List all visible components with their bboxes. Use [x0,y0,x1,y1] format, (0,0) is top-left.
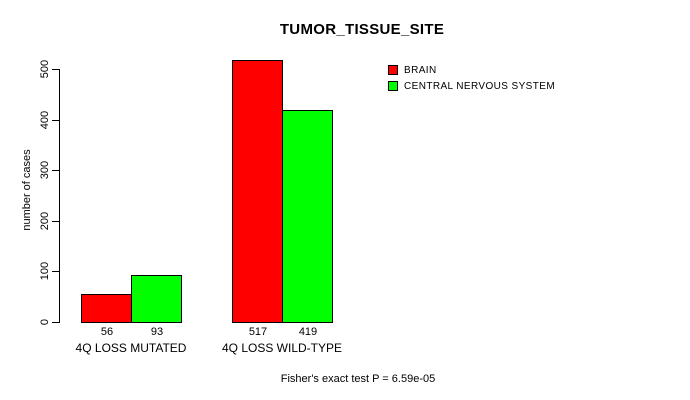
x-category-label: 4Q LOSS MUTATED [75,341,187,355]
bar-value-label: 517 [248,326,268,338]
bar-value-label: 93 [150,326,164,338]
bar-value-label: 56 [100,326,114,338]
y-tick [52,271,59,272]
legend-label: BRAIN [404,64,437,76]
y-tick [52,69,59,70]
bar-central-nervous-system [282,110,333,323]
y-tick [52,170,59,171]
legend-label: CENTRAL NERVOUS SYSTEM [404,80,556,92]
bar-brain [81,294,132,323]
x-category-label: 4Q LOSS WILD-TYPE [221,341,343,355]
legend-item: CENTRAL NERVOUS SYSTEM [388,78,555,94]
y-tick-label: 400 [39,110,51,130]
bar-value-label: 419 [298,326,318,338]
bar-brain [232,60,283,323]
y-tick-label: 0 [39,318,51,326]
y-tick [52,120,59,121]
legend-swatch-icon [388,65,398,75]
legend: BRAIN CENTRAL NERVOUS SYSTEM [388,62,555,94]
y-tick [52,322,59,323]
footer-caption: Fisher's exact test P = 6.59e-05 [280,373,436,385]
y-tick-label: 500 [39,59,51,79]
y-axis-line [59,69,60,323]
bar-central-nervous-system [131,275,182,323]
y-tick-label: 200 [39,211,51,231]
legend-item: BRAIN [388,62,555,78]
y-tick [52,221,59,222]
legend-swatch-icon [388,81,398,91]
y-tick-label: 100 [39,261,51,281]
y-axis-label: number of cases [21,149,33,231]
y-tick-label: 300 [39,160,51,180]
chart-title: TUMOR_TISSUE_SITE [279,21,445,38]
